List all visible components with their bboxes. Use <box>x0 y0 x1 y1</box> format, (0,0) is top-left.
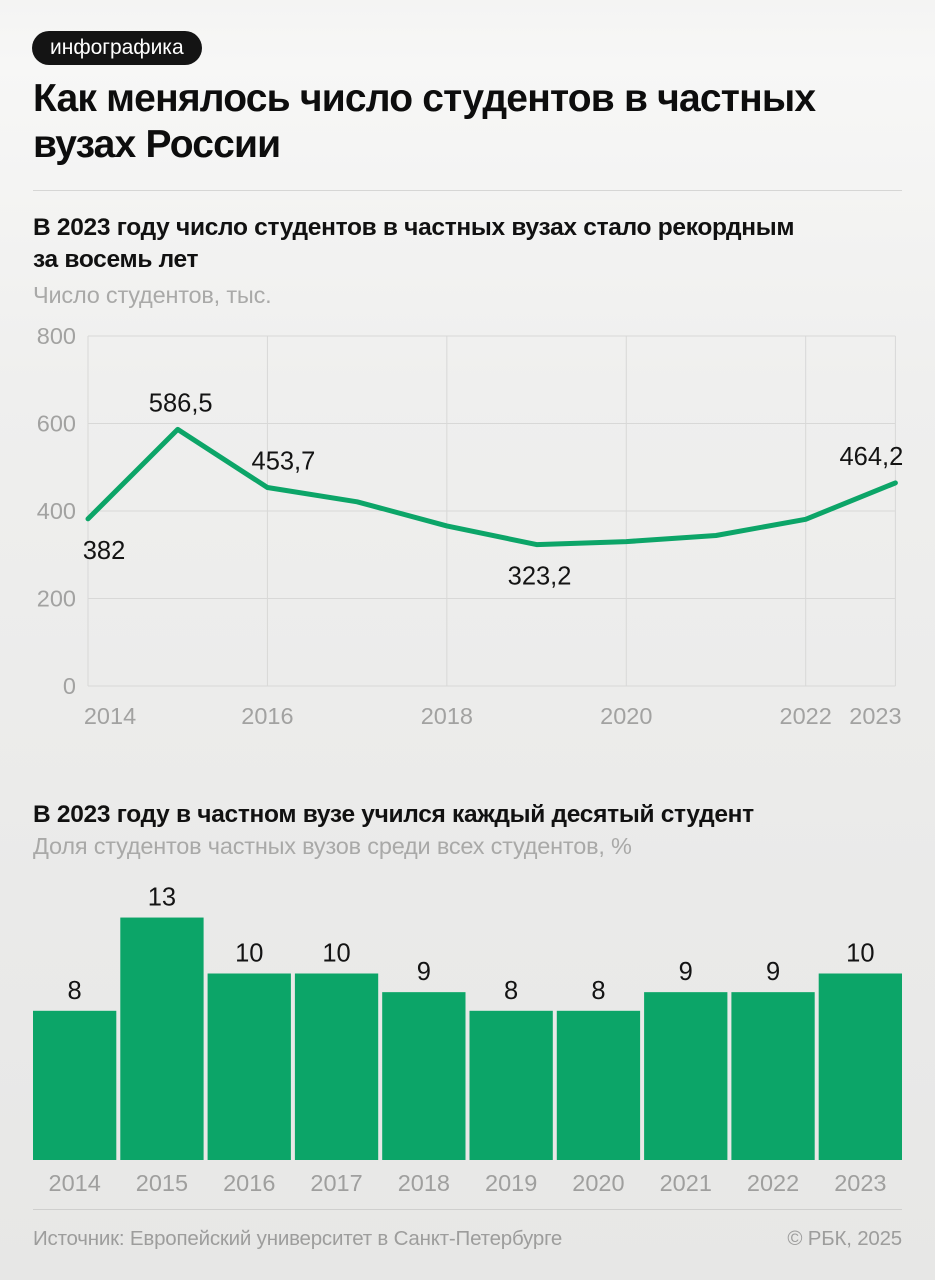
bar-year-label-2020: 2020 <box>572 1170 624 1196</box>
bar-chart: 8 2014 13 2015 10 2016 10 2017 9 2018 8 2019 8 2020 9 2… <box>33 884 902 1196</box>
bar-2014 <box>33 1010 117 1160</box>
bar-year-label-2016: 2016 <box>223 1170 275 1196</box>
bar-2017 <box>294 973 379 1160</box>
footer-source: Источник: Европейский университет в Санк… <box>33 1227 563 1250</box>
y-tick-label-600: 600 <box>37 411 76 437</box>
line-chart-heading: В 2023 году число студентов в частных ву… <box>33 214 795 273</box>
bar-value-label-2022: 9 <box>766 958 780 986</box>
point-label-2014: 382 <box>83 537 126 565</box>
bar-value-label-2015: 13 <box>148 884 176 912</box>
y-tick-label-200: 200 <box>37 586 76 612</box>
bar-value-label-2018: 9 <box>417 958 431 986</box>
bar-value-label-2017: 10 <box>322 940 350 968</box>
point-label-2015: 586,5 <box>149 389 213 417</box>
x-tick-label-2023: 2023 <box>849 703 901 729</box>
bar-2022 <box>731 992 815 1160</box>
line-chart-unit-label: Число студентов, тыс. <box>33 282 272 308</box>
bar-year-label-2021: 2021 <box>660 1170 712 1196</box>
bar-value-label-2020: 8 <box>591 977 605 1005</box>
bar-value-label-2019: 8 <box>504 977 518 1005</box>
header-divider <box>33 190 902 191</box>
footer-copyright: © РБК, 2025 <box>787 1227 902 1250</box>
bar-year-label-2023: 2023 <box>834 1170 886 1196</box>
y-tick-label-800: 800 <box>37 323 76 349</box>
bar-year-label-2018: 2018 <box>398 1170 450 1196</box>
line-chart: 0 200 400 600 800 2014 2016 2018 2020 2022 2023 382… <box>37 323 904 729</box>
x-tick-label-2020: 2020 <box>600 703 652 729</box>
bar-chart-unit-label: Доля студентов частных вузов среди всех … <box>33 833 632 859</box>
y-tick-label-400: 400 <box>37 498 76 524</box>
bar-value-label-2023: 10 <box>846 940 874 968</box>
bar-value-label-2016: 10 <box>235 940 263 968</box>
bar-year-label-2019: 2019 <box>485 1170 537 1196</box>
x-tick-label-2022: 2022 <box>780 703 832 729</box>
bar-year-label-2014: 2014 <box>49 1170 101 1196</box>
bar-value-label-2021: 9 <box>679 958 693 986</box>
bar-2018 <box>382 992 466 1160</box>
bar-2015 <box>120 917 204 1160</box>
infographic-badge: инфографика <box>32 31 202 65</box>
point-label-2019: 323,2 <box>508 563 572 591</box>
line-series <box>85 426 898 548</box>
point-label-2023: 464,2 <box>839 443 903 471</box>
bar-2019 <box>469 1010 553 1160</box>
point-label-2016: 453,7 <box>252 448 316 476</box>
bar-2021 <box>644 992 728 1160</box>
bar-2020 <box>556 1010 641 1160</box>
footer-divider <box>33 1209 902 1210</box>
x-tick-label-2018: 2018 <box>421 703 473 729</box>
bar-chart-heading: В 2023 году в частном вузе учился каждый… <box>33 801 754 828</box>
bar-2016 <box>207 973 291 1160</box>
bar-2023 <box>818 973 902 1160</box>
bar-year-label-2015: 2015 <box>136 1170 188 1196</box>
page-title: Как менялось число студентов в частных в… <box>33 77 816 166</box>
x-tick-label-2014: 2014 <box>84 703 136 729</box>
bar-year-label-2017: 2017 <box>310 1170 362 1196</box>
bar-year-label-2022: 2022 <box>747 1170 799 1196</box>
bar-value-label-2014: 8 <box>68 977 82 1005</box>
y-tick-label-0: 0 <box>63 673 76 699</box>
x-tick-label-2016: 2016 <box>241 703 293 729</box>
